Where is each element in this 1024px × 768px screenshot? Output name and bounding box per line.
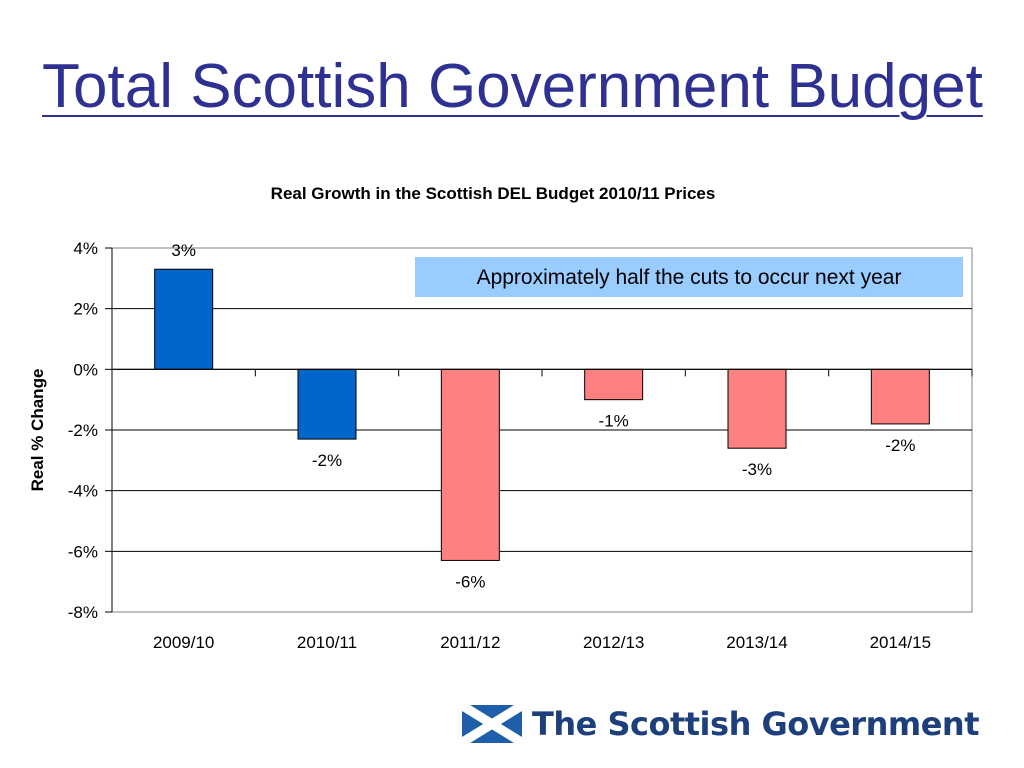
bar xyxy=(154,268,214,370)
bar xyxy=(870,368,930,425)
x-tick-label: 2010/11 xyxy=(297,633,357,652)
x-tick-label: 2009/10 xyxy=(153,633,214,652)
y-tick-label: 0% xyxy=(73,360,98,379)
annotation-text: Approximately half the cuts to occur nex… xyxy=(477,266,902,289)
slide-title: Total Scottish Government Budget xyxy=(42,52,983,121)
x-tick-label: 2011/12 xyxy=(440,633,500,652)
annotation-box xyxy=(415,257,963,297)
bar xyxy=(584,368,644,401)
y-tick-label: -4% xyxy=(68,482,98,501)
data-label: -6% xyxy=(455,572,485,591)
scottish-government-logo: The Scottish Government xyxy=(462,700,979,748)
x-tick-label: 2014/15 xyxy=(870,633,931,652)
data-label: -2% xyxy=(312,451,342,470)
data-label: 3% xyxy=(171,241,196,260)
logo-text: The Scottish Government xyxy=(532,705,979,743)
y-tick-label: -6% xyxy=(68,542,98,561)
x-tick-label: 2013/14 xyxy=(726,633,787,652)
bar-chart: Real Growth in the Scottish DEL Budget 2… xyxy=(28,184,973,652)
chart-title: Real Growth in the Scottish DEL Budget 2… xyxy=(271,184,716,203)
data-label: -1% xyxy=(599,412,629,431)
saltire-flag-icon xyxy=(462,705,522,743)
y-tick-label: 4% xyxy=(73,239,98,258)
y-tick-label: -8% xyxy=(68,603,98,622)
axes xyxy=(105,247,973,613)
bar xyxy=(440,368,500,561)
data-label: -2% xyxy=(885,436,915,455)
y-axis-label: Real % Change xyxy=(28,369,47,492)
bars xyxy=(154,268,930,561)
y-tick-label: -2% xyxy=(68,421,98,440)
labels: 4% 2% 0% -2% -4% -6% -8% 3% 2009/10 -2% 2010/11 -6%… xyxy=(68,239,931,652)
bar xyxy=(727,368,787,449)
bar xyxy=(297,368,357,440)
data-label: -3% xyxy=(742,460,772,479)
y-tick-label: 2% xyxy=(73,300,98,319)
x-tick-label: 2012/13 xyxy=(583,633,644,652)
